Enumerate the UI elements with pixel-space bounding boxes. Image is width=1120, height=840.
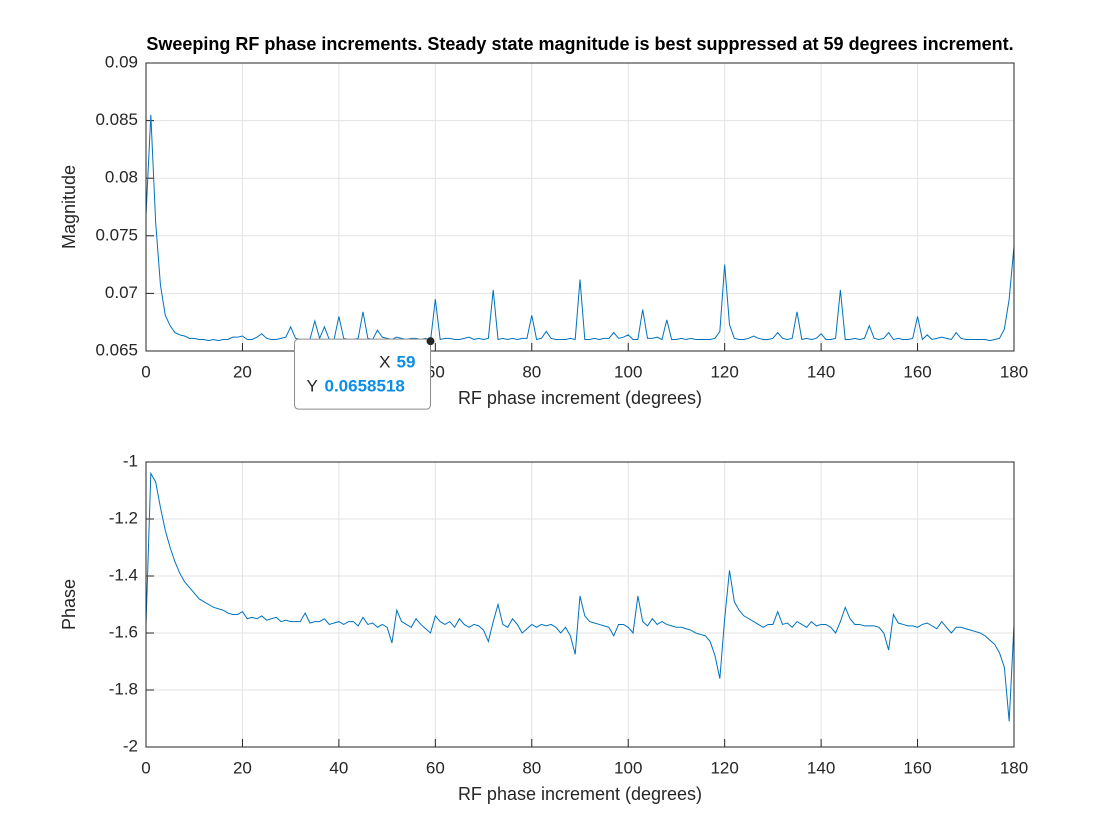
y-tick-label: 0.085: [95, 110, 138, 129]
y-tick-label: 0.065: [95, 340, 138, 359]
x-tick-label: 60: [426, 758, 445, 777]
x-tick-label: 0: [141, 362, 150, 381]
y-tick-label: -1.4: [109, 565, 138, 584]
y-tick-label: -1.8: [109, 679, 138, 698]
y-tick-label: -1: [123, 451, 138, 470]
y-tick-label: 0.09: [105, 52, 138, 71]
datatip-x-value: 59: [397, 353, 416, 372]
y-tick-label: -1.2: [109, 508, 138, 527]
x-tick-label: 180: [1000, 758, 1028, 777]
x-axis-label: RF phase increment (degrees): [458, 388, 702, 408]
axes-box: [145, 62, 1015, 352]
data-line: [145, 114, 1015, 343]
x-tick-label: 80: [522, 362, 541, 381]
x-tick-label: 100: [614, 362, 642, 381]
x-tick-label: 0: [141, 758, 150, 777]
axes-background: [146, 462, 1014, 747]
x-tick-label: 140: [807, 758, 835, 777]
axes-box: [145, 461, 1015, 748]
x-tick-label: 120: [710, 362, 738, 381]
y-tick-label: -2: [123, 736, 138, 755]
y-tick-label: 0.07: [105, 283, 138, 302]
y-tick-label: 0.075: [95, 225, 138, 244]
datatip-y-value: 0.0658518: [325, 377, 405, 396]
x-tick-label: 20: [233, 362, 252, 381]
y-axis-label: Magnitude: [59, 165, 79, 249]
x-tick-label: 180: [1000, 362, 1028, 381]
x-tick-label: 160: [903, 362, 931, 381]
x-tick-label: 80: [522, 758, 541, 777]
x-tick-label: 160: [903, 758, 931, 777]
data-line: [145, 471, 1015, 722]
datatip-marker: [426, 337, 435, 346]
y-axis-label: Phase: [59, 579, 79, 630]
datatip-y-label: Y: [307, 377, 318, 396]
x-tick-label: 40: [329, 758, 348, 777]
chart-title: Sweeping RF phase increments. Steady sta…: [146, 34, 1013, 54]
axes-background: [146, 63, 1014, 351]
y-tick-label: -1.6: [109, 622, 138, 641]
datatip-x-label: X: [379, 353, 390, 372]
x-tick-label: 140: [807, 362, 835, 381]
x-axis-label: RF phase increment (degrees): [458, 784, 702, 804]
x-tick-label: 100: [614, 758, 642, 777]
x-tick-label: 20: [233, 758, 252, 777]
y-tick-label: 0.08: [105, 168, 138, 187]
x-tick-label: 120: [710, 758, 738, 777]
datatip-box: [294, 338, 432, 410]
